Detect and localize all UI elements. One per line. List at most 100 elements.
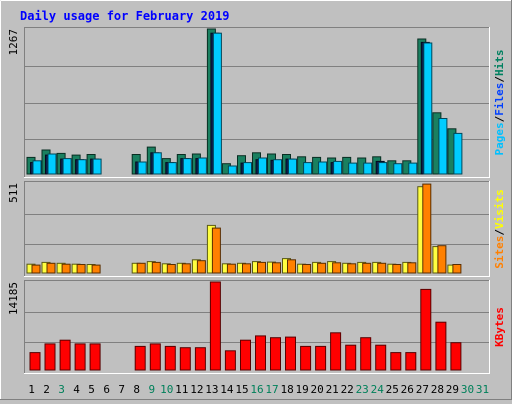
x-label-day-26: 26 <box>401 383 414 396</box>
bar-pages-day-15 <box>243 162 252 175</box>
legend-pages: Pages <box>493 122 506 155</box>
bar-kbytes-day-18 <box>285 336 296 371</box>
x-label-day-23: 23 <box>356 383 369 396</box>
bar-pages-day-20 <box>318 161 328 175</box>
bar-sites-day-3 <box>61 263 71 274</box>
bar-pages-day-28 <box>438 118 448 175</box>
bar-sites-day-16 <box>257 261 266 274</box>
bar-sites-day-24 <box>377 262 387 274</box>
legend-hits: Hits <box>493 50 506 77</box>
x-label-day-9: 9 <box>148 383 155 396</box>
x-label-day-21: 21 <box>326 383 339 396</box>
x-label-day-31: 31 <box>476 383 489 396</box>
x-label-day-27: 27 <box>416 383 429 396</box>
x-label-day-6: 6 <box>103 383 110 396</box>
bar-sites-day-5 <box>91 264 101 274</box>
bar-sites-day-25 <box>392 264 402 274</box>
legend-separator: / <box>493 229 506 236</box>
bar-pages-day-1 <box>32 160 42 175</box>
bar-sites-day-13 <box>211 227 221 274</box>
bar-kbytes-day-4 <box>74 343 86 371</box>
legend-separator: / <box>493 115 506 122</box>
chart-panels: 1267Pages/Files/Hits511Sites/Visits14185… <box>7 27 506 374</box>
panel-area <box>24 181 490 277</box>
x-label-day-15: 15 <box>235 383 248 396</box>
bar-kbytes-day-11 <box>179 347 191 371</box>
bar-pages-day-10 <box>167 162 177 175</box>
bar-kbytes-day-2 <box>44 343 56 371</box>
bar-sites-day-2 <box>46 262 56 274</box>
bar-kbytes-day-23 <box>360 337 372 371</box>
bar-sites-day-14 <box>226 263 236 274</box>
legend-sites: Sites <box>493 236 506 269</box>
bar-kbytes-day-9 <box>149 343 161 371</box>
y-max-label: 511 <box>7 183 20 203</box>
panel-legend: Sites/Visits <box>493 189 506 269</box>
bar-pages-day-11 <box>182 158 192 175</box>
x-label-day-25: 25 <box>386 383 399 396</box>
bar-sites-day-9 <box>151 261 161 274</box>
bar-kbytes-day-17 <box>270 337 281 371</box>
x-label-day-10: 10 <box>160 383 173 396</box>
x-label-day-24: 24 <box>371 383 385 396</box>
bar-pages-day-14 <box>227 165 237 175</box>
bar-kbytes-day-3 <box>59 339 71 371</box>
bar-kbytes-day-27 <box>420 288 432 371</box>
x-label-day-29: 29 <box>446 383 459 396</box>
bar-kbytes-day-19 <box>300 345 312 371</box>
panel-visits-sites: 511 Sites/Visits <box>7 181 506 277</box>
bar-sites-day-28 <box>437 245 447 274</box>
bar-sites-day-12 <box>196 260 206 274</box>
panel-legend: KBytes <box>493 307 506 347</box>
y-max-label: 1267 <box>7 29 20 56</box>
bar-pages-day-22 <box>348 162 358 175</box>
bar-sites-day-1 <box>31 264 41 274</box>
bar-pages-day-21 <box>333 160 343 175</box>
bar-pages-day-3 <box>62 158 72 175</box>
x-label-day-17: 17 <box>265 383 278 396</box>
x-label-day-18: 18 <box>280 383 293 396</box>
bar-pages-day-9 <box>152 152 162 175</box>
chart-title: Daily usage for February 2019 <box>20 9 230 23</box>
bar-sites-day-20 <box>317 262 327 274</box>
bar-kbytes-day-5 <box>89 343 101 371</box>
bar-pages-day-29 <box>453 132 463 175</box>
legend-visits: Visits <box>493 189 506 229</box>
bar-sites-day-10 <box>166 264 176 274</box>
x-axis-labels: 1 2 3 4 5 6 7 8 9 10 11 12 13 14 15 16 17 18 19 20 21 22 23 24 2… <box>28 383 489 396</box>
bar-pages-day-26 <box>408 162 418 175</box>
bar-kbytes-day-14 <box>224 350 236 371</box>
bar-sites-day-8 <box>136 262 146 274</box>
bar-sites-day-26 <box>407 262 417 274</box>
bar-pages-day-4 <box>77 159 87 175</box>
x-label-day-16: 16 <box>250 383 263 396</box>
bar-sites-day-23 <box>362 262 372 274</box>
bar-sites-day-15 <box>242 263 251 274</box>
bar-pages-day-18 <box>288 158 297 175</box>
x-label-day-11: 11 <box>175 383 188 396</box>
bar-kbytes-day-21 <box>330 332 342 371</box>
bar-kbytes-day-25 <box>390 352 402 371</box>
x-label-day-19: 19 <box>295 383 308 396</box>
panel-kbytes: 14185 KBytes <box>7 280 506 374</box>
x-label-day-5: 5 <box>88 383 95 396</box>
bar-pages-day-8 <box>137 161 147 175</box>
bar-pages-day-24 <box>378 162 388 175</box>
bar-sites-day-21 <box>332 262 342 274</box>
bar-pages-day-16 <box>258 157 267 175</box>
bar-pages-day-17 <box>273 159 282 175</box>
legend-files: Files <box>493 83 506 116</box>
bar-kbytes-day-26 <box>405 352 417 371</box>
bar-pages-day-13 <box>212 32 222 175</box>
bar-sites-day-22 <box>347 263 357 274</box>
bar-kbytes-day-12 <box>194 347 206 371</box>
bar-pages-day-23 <box>363 162 373 175</box>
panel-legend: Pages/Files/Hits <box>493 50 506 156</box>
x-label-day-30: 30 <box>461 383 474 396</box>
x-label-day-3: 3 <box>58 383 65 396</box>
bar-kbytes-day-8 <box>134 345 146 371</box>
x-label-day-20: 20 <box>310 383 323 396</box>
bar-pages-day-12 <box>197 157 207 175</box>
